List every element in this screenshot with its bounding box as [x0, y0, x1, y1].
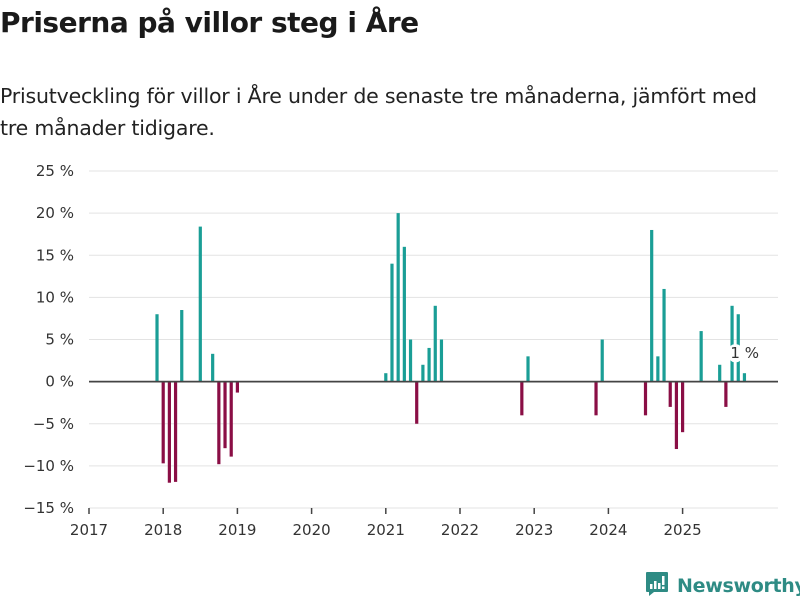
- bar: [198, 226, 202, 382]
- bar: [656, 356, 660, 382]
- bar-chart: −15 % −10 % −5 % 0 % 5 % 10 % 15 % 20 % 25 % 201…: [23, 162, 778, 539]
- grid-lines: [89, 170, 778, 509]
- bar: [384, 373, 388, 382]
- annotation-label: 1 %: [730, 344, 759, 362]
- annotations: 1 %: [729, 344, 759, 363]
- bar-chart-speech-bubble-icon: [645, 571, 669, 601]
- x-tick-label: 2019: [218, 521, 256, 539]
- y-tick-label: 25 %: [36, 162, 74, 180]
- bar: [674, 381, 679, 450]
- bar: [173, 381, 178, 482]
- x-tick-label: 2020: [293, 521, 331, 539]
- bar: [699, 331, 703, 382]
- bar: [408, 339, 413, 382]
- bar: [402, 246, 406, 382]
- bars: [89, 213, 778, 483]
- bar: [155, 314, 159, 382]
- bar: [742, 373, 747, 382]
- y-tick-label: 10 %: [36, 288, 74, 306]
- bar: [650, 229, 654, 382]
- bar: [180, 310, 184, 382]
- bar: [415, 381, 419, 424]
- bar: [668, 381, 672, 407]
- chart-title: Priserna på villor steg i Åre: [0, 6, 419, 39]
- bar: [235, 381, 239, 393]
- y-axis-labels: −15 % −10 % −5 % 0 % 5 % 10 % 15 % 20 % 25 %: [23, 162, 74, 517]
- x-tick-label: 2021: [367, 521, 405, 539]
- bar: [396, 213, 400, 382]
- bar: [421, 364, 425, 382]
- x-tick-label: 2022: [441, 521, 479, 539]
- annotation-background: [729, 344, 742, 363]
- bar: [390, 263, 394, 382]
- x-tick-label: 2018: [144, 521, 182, 539]
- x-axis: 2017 2018 2019 2020 2021 2022 2023 2024 2025: [70, 508, 702, 539]
- x-tick-label: 2017: [70, 521, 108, 539]
- bar: [681, 381, 685, 433]
- bar: [600, 339, 604, 382]
- bar: [433, 305, 437, 382]
- bar: [229, 381, 233, 457]
- bar: [167, 381, 171, 483]
- bar: [217, 381, 221, 465]
- bar: [594, 381, 598, 416]
- bar: [161, 381, 165, 464]
- y-tick-label: −10 %: [23, 457, 74, 475]
- logo-text: Newsworthy: [677, 575, 800, 597]
- newsworthy-logo[interactable]: Newsworthy: [645, 571, 800, 601]
- bar: [439, 339, 444, 382]
- y-tick-label: 15 %: [36, 246, 74, 264]
- bar: [730, 305, 734, 382]
- x-tick-label: 2023: [515, 521, 553, 539]
- bar: [662, 288, 666, 382]
- bar: [520, 381, 524, 416]
- y-tick-label: −15 %: [23, 499, 74, 517]
- bar: [427, 347, 431, 382]
- x-tick-label: 2024: [589, 521, 627, 539]
- y-tick-label: −5 %: [33, 415, 74, 433]
- y-tick-label: 0 %: [45, 373, 74, 391]
- bar: [526, 356, 530, 382]
- x-tick-label: 2025: [664, 521, 702, 539]
- y-tick-label: 5 %: [45, 331, 74, 349]
- chart-subtitle: Prisutveckling för villor i Åre under de…: [0, 84, 757, 140]
- bar: [211, 353, 215, 382]
- bar: [223, 381, 227, 449]
- y-tick-label: 20 %: [36, 204, 74, 222]
- bar: [643, 381, 648, 416]
- bar: [724, 381, 728, 407]
- bar: [718, 364, 722, 382]
